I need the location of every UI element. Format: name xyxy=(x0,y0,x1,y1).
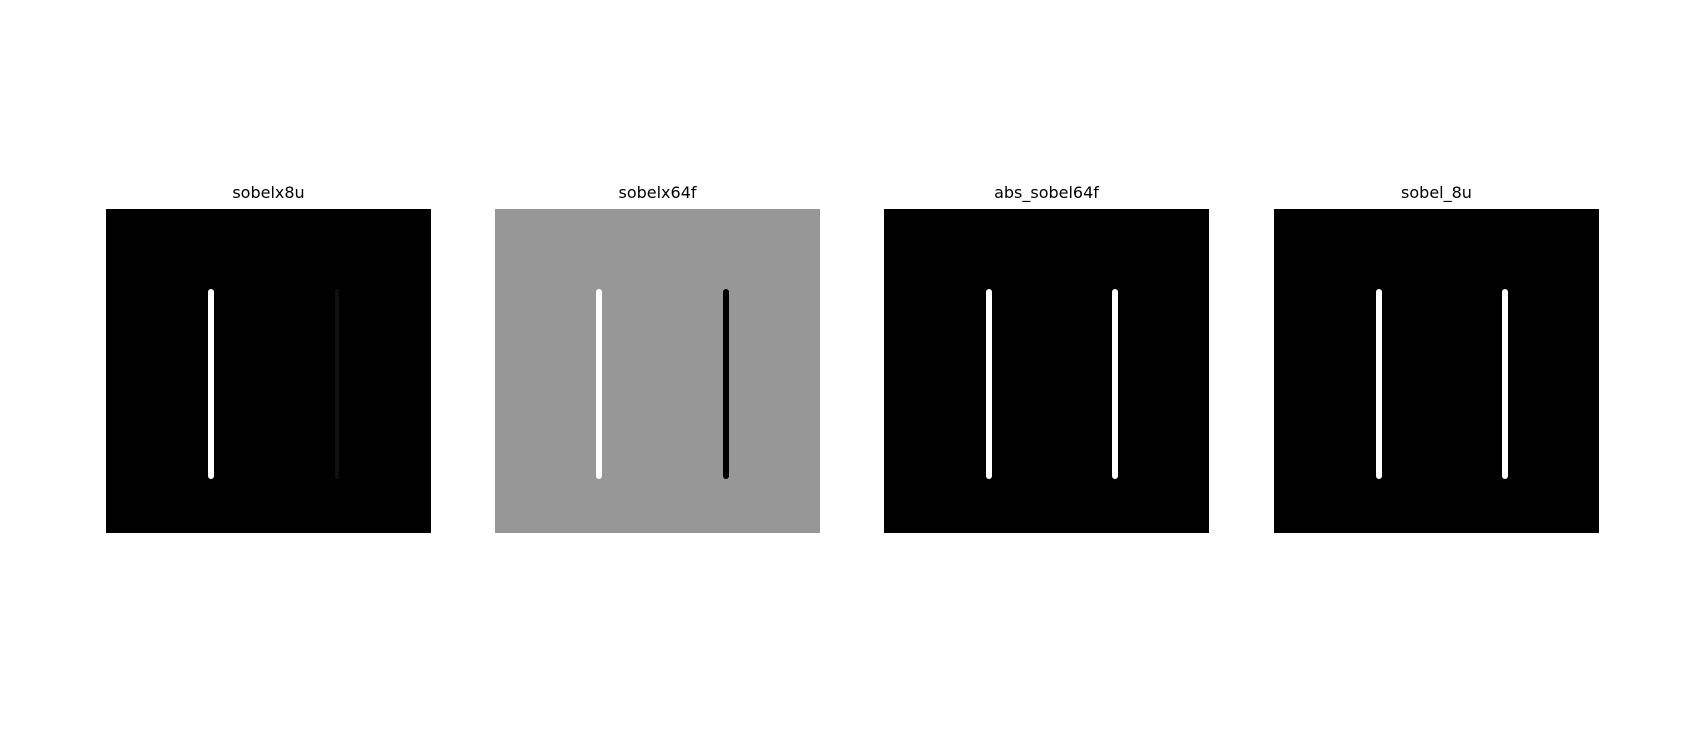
image-abs-sobel64f xyxy=(884,209,1209,533)
image-canvas xyxy=(495,209,820,533)
image-sobelx8u xyxy=(106,209,431,533)
edge-line-right xyxy=(723,289,729,479)
edge-line-left xyxy=(1376,289,1382,479)
image-background xyxy=(495,209,820,533)
image-sobelx64f xyxy=(495,209,820,533)
image-background xyxy=(1274,209,1599,533)
image-canvas xyxy=(106,209,431,533)
image-canvas xyxy=(1274,209,1599,533)
panel-sobelx8u: sobelx8u xyxy=(106,181,431,533)
edge-line-right xyxy=(335,289,339,479)
edge-line-left xyxy=(596,289,602,479)
edge-line-left xyxy=(986,289,992,479)
image-background xyxy=(884,209,1209,533)
image-canvas xyxy=(884,209,1209,533)
image-background xyxy=(106,209,431,533)
panel-sobelx64f: sobelx64f xyxy=(495,181,820,533)
edge-line-left xyxy=(208,289,214,479)
image-sobel-8u xyxy=(1274,209,1599,533)
panel-title: sobelx64f xyxy=(618,183,697,202)
panel-abs-sobel64f: abs_sobel64f xyxy=(884,181,1209,533)
panel-sobel-8u: sobel_8u xyxy=(1274,181,1599,533)
panel-title: sobel_8u xyxy=(1401,183,1472,202)
edge-line-right xyxy=(1502,289,1508,479)
panel-title: abs_sobel64f xyxy=(994,183,1099,202)
edge-line-right xyxy=(1112,289,1118,479)
panel-title: sobelx8u xyxy=(232,183,305,202)
